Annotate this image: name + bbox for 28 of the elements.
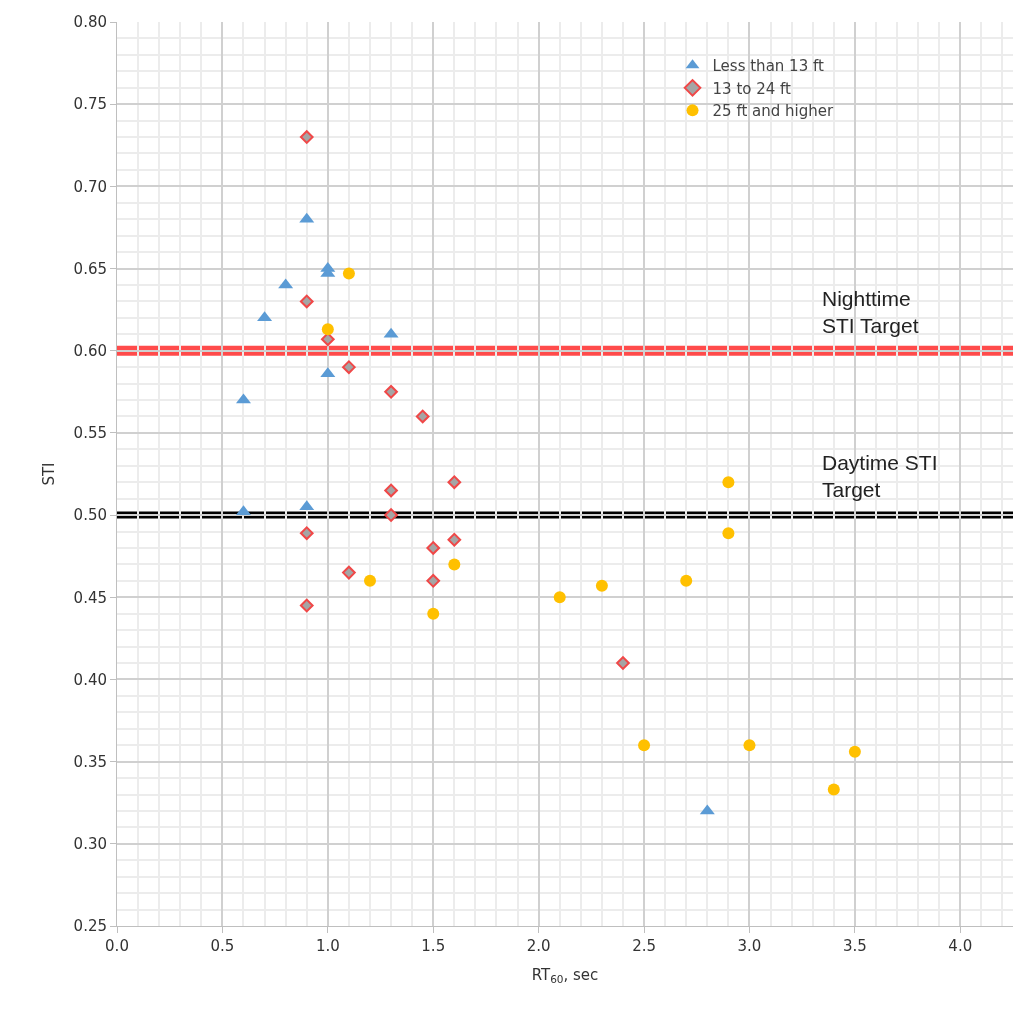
y-tick-label: 0.50 [73, 506, 107, 525]
y-axis-title: STI [39, 462, 58, 486]
y-tick-label: 0.80 [73, 13, 107, 32]
x-tick-label: 3.5 [842, 937, 867, 955]
y-tick-label: 0.40 [73, 670, 107, 689]
x-tick-label: 1.5 [421, 937, 446, 955]
x-tick-label: 0.0 [105, 937, 129, 955]
x-tick-label: 4.0 [948, 937, 973, 955]
ref-line-label: Nighttime STI Target [822, 287, 919, 338]
x-tick-label: 3.0 [737, 937, 762, 955]
y-tick-label: 0.25 [73, 917, 107, 936]
y-tick-label: 0.70 [73, 177, 107, 196]
y-tick-label: 0.45 [73, 588, 107, 607]
x-tick-label: 1.0 [315, 937, 340, 955]
x-tick-label: 2.5 [632, 937, 656, 955]
y-tick-label: 0.65 [73, 259, 107, 278]
legend-label: Less than 13 ft [712, 57, 824, 76]
ref-line-label: Daytime STI Target [822, 451, 938, 502]
y-tick-label: 0.30 [73, 835, 107, 854]
legend-label: 25 ft and higher [712, 102, 834, 121]
y-tick-label: 0.60 [73, 341, 107, 360]
y-tick-label: 0.35 [73, 752, 107, 771]
x-tick-label: 0.5 [210, 937, 235, 955]
y-tick-label: 0.55 [73, 424, 107, 443]
x-axis-title: RT$_{60}$, sec [531, 966, 599, 986]
y-tick-label: 0.75 [73, 95, 107, 114]
x-tick-label: 2.0 [526, 937, 551, 955]
legend-label: 13 to 24 ft [712, 79, 792, 98]
